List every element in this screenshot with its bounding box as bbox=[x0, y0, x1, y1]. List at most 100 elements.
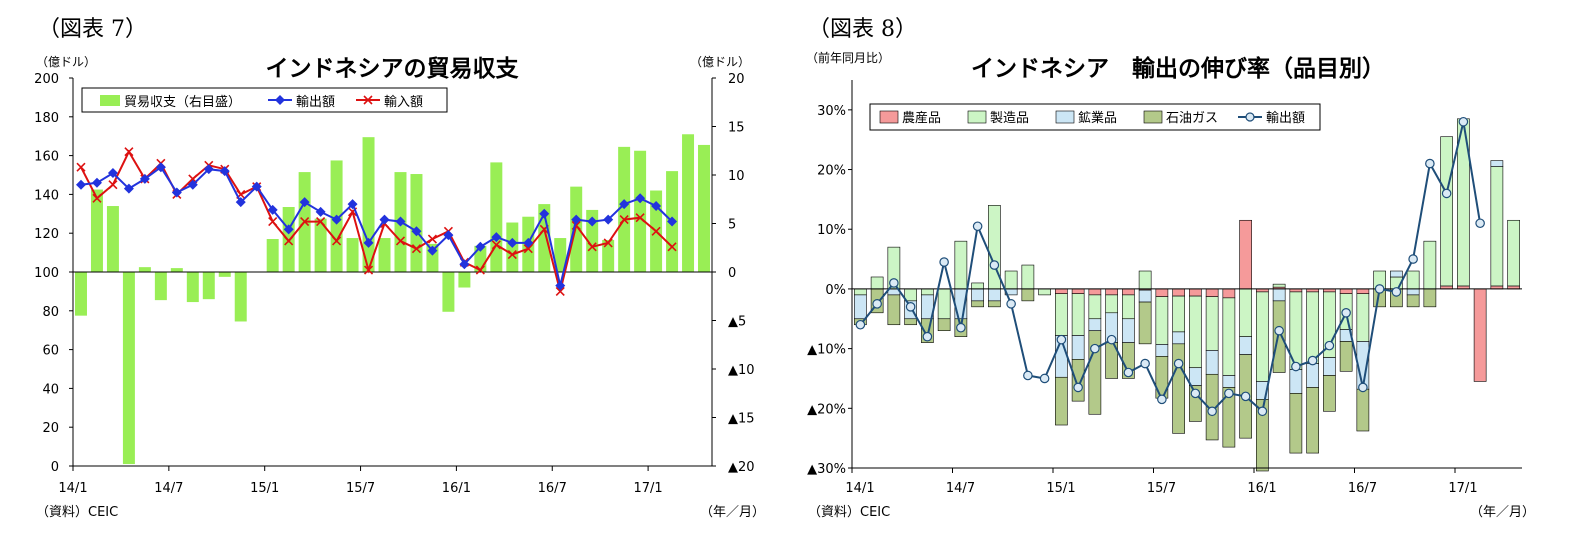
export-growth-point bbox=[1023, 370, 1033, 381]
legend-label-3: 鉱業品 bbox=[1078, 110, 1117, 126]
exports-line bbox=[80, 165, 673, 286]
exports-point bbox=[571, 214, 582, 225]
trade-balance-bar bbox=[538, 204, 551, 272]
exports-point bbox=[427, 245, 438, 256]
exports-point bbox=[507, 237, 518, 248]
stacked-bar-segment-1 bbox=[1172, 288, 1185, 297]
imports-point bbox=[363, 265, 374, 275]
stacked-bar-segment-4 bbox=[1272, 300, 1286, 373]
trade-balance-bar bbox=[586, 209, 599, 272]
imports-point bbox=[332, 236, 342, 246]
stacked-bar-segment-1 bbox=[1155, 288, 1169, 297]
export-growth-point bbox=[1291, 361, 1301, 372]
stacked-bar-segment-3 bbox=[1222, 375, 1236, 388]
export-growth-point bbox=[1475, 218, 1485, 229]
exports-point bbox=[75, 179, 86, 190]
x-tick-label-8: 17/1 bbox=[1448, 481, 1477, 496]
imports-point bbox=[92, 193, 102, 203]
export-growth-point bbox=[1056, 334, 1067, 345]
stacked-bar-segment-2 bbox=[1440, 136, 1453, 287]
stacked-bar-segment-3 bbox=[1088, 318, 1102, 332]
imports-point bbox=[124, 147, 134, 157]
export-growth-line bbox=[859, 121, 1482, 414]
legend-label-1: 農産品 bbox=[902, 110, 941, 126]
exports-point bbox=[123, 183, 134, 194]
trade-balance-bar bbox=[554, 238, 567, 272]
export-growth-point bbox=[1190, 388, 1201, 399]
x-tick-label-8: 14/7 bbox=[946, 481, 975, 496]
trade-balance-bar bbox=[618, 146, 631, 272]
left-tick-label-7: 20 bbox=[42, 421, 59, 436]
stacked-bar-segment-2 bbox=[921, 288, 934, 296]
export-growth-point bbox=[1039, 373, 1050, 384]
imports-point bbox=[491, 240, 501, 250]
x-tick-label-7: 15/7 bbox=[346, 481, 375, 496]
source-7: （資料）CEIC bbox=[36, 505, 118, 520]
exports-point bbox=[203, 164, 214, 175]
trade-balance-bar bbox=[74, 272, 87, 316]
x-tick-label-7: 17/1 bbox=[633, 481, 662, 496]
stacked-bar-segment-1 bbox=[1055, 288, 1068, 294]
stacked-bar-segment-4 bbox=[1055, 376, 1068, 426]
export-growth-point bbox=[1090, 343, 1100, 354]
trade-balance-bar bbox=[90, 189, 103, 272]
exports-point bbox=[603, 214, 614, 225]
exports-point bbox=[363, 237, 374, 248]
legend-label-imports: 輸入額 bbox=[384, 95, 423, 110]
export-growth-point bbox=[1207, 406, 1217, 417]
legend-label-export-growth: 輸出額 bbox=[1266, 111, 1305, 126]
trade-balance-bar bbox=[474, 245, 487, 272]
export-growth-point bbox=[1307, 355, 1318, 366]
legend-marker-export-growth bbox=[1245, 112, 1255, 122]
stacked-bar-segment-2 bbox=[1172, 295, 1185, 333]
export-growth-point bbox=[1123, 367, 1134, 378]
exports-point bbox=[187, 179, 198, 190]
y-tick-label-8: ▲30% bbox=[807, 462, 846, 477]
exports-point bbox=[539, 208, 550, 219]
stacked-bar-segment-3 bbox=[1239, 336, 1252, 355]
x-tick-label-8: 15/7 bbox=[1147, 481, 1176, 496]
export-growth-point bbox=[972, 221, 983, 232]
x-tick-label-7: 14/7 bbox=[154, 481, 183, 496]
export-growth-point bbox=[889, 278, 899, 288]
right-tick-label-7: 5 bbox=[728, 218, 736, 233]
x-unit-7: （年／月） bbox=[700, 505, 765, 520]
stacked-bar-segment-4 bbox=[1306, 387, 1319, 454]
stacked-bar-segment-2 bbox=[1138, 270, 1152, 290]
stacked-bar-segment-1 bbox=[1088, 288, 1102, 296]
trade-balance-bar bbox=[170, 268, 183, 272]
trade-balance-bar bbox=[410, 174, 423, 272]
stacked-bar-segment-1 bbox=[1189, 288, 1202, 297]
trade-balance-bar bbox=[346, 238, 359, 272]
exports-point bbox=[155, 162, 166, 173]
stacked-bar-segment-4 bbox=[1256, 399, 1269, 472]
left-tick-label-7: 100 bbox=[34, 266, 59, 281]
export-growth-point bbox=[1374, 284, 1385, 294]
stacked-bar-segment-3 bbox=[1306, 363, 1319, 388]
left-tick-label-7: 40 bbox=[42, 382, 59, 397]
x-tick-label-8: 16/1 bbox=[1247, 481, 1276, 496]
imports-point bbox=[300, 216, 310, 227]
imports-point bbox=[427, 234, 438, 244]
imports-point bbox=[316, 216, 326, 227]
stacked-bar-segment-2 bbox=[1507, 219, 1520, 287]
imports-point bbox=[619, 215, 629, 225]
imports-point bbox=[475, 265, 485, 275]
right-axis-unit-7: （億ドル） bbox=[690, 55, 750, 69]
stacked-bar-segment-1 bbox=[1222, 288, 1236, 299]
stacked-bar-segment-1 bbox=[1239, 219, 1252, 290]
trade-balance-bar bbox=[682, 134, 695, 272]
right-tick-label-7: ▲15 bbox=[728, 412, 755, 427]
trade-balance-bar bbox=[426, 243, 439, 272]
stacked-bar-segment-3 bbox=[1406, 288, 1420, 296]
exports-point bbox=[619, 199, 630, 210]
stacked-bar-segment-2 bbox=[1490, 166, 1504, 287]
export-growth-point bbox=[905, 302, 916, 312]
export-growth-point bbox=[1173, 358, 1184, 369]
stacked-bar-segment-3 bbox=[1205, 350, 1219, 375]
export-growth-point bbox=[1425, 158, 1435, 169]
exports-point bbox=[491, 232, 502, 243]
trade-balance-bar bbox=[602, 239, 615, 272]
left-tick-label-7: 200 bbox=[34, 72, 59, 87]
export-growth-point bbox=[855, 319, 866, 330]
